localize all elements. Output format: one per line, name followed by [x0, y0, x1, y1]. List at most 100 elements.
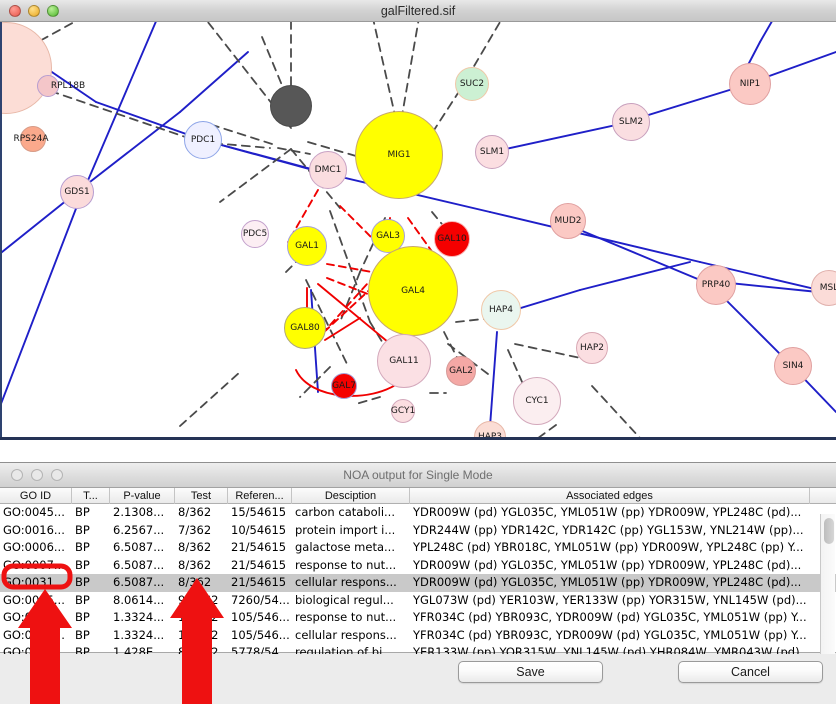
cell-type: BP: [75, 505, 90, 519]
graph-node-dmc1[interactable]: DMC1: [309, 151, 347, 189]
cell-description: galactose meta...: [295, 540, 395, 554]
cell-pvalue: 6.5087...: [113, 575, 165, 589]
cell-test: 11/362: [178, 610, 219, 624]
network-titlebar: galFiltered.sif: [0, 0, 836, 22]
graph-node-slm2[interactable]: SLM2: [612, 103, 650, 141]
cell-description: response to nut...: [295, 557, 397, 572]
cell-test: 11/362: [178, 627, 219, 642]
graph-node-mig1[interactable]: MIG1: [355, 111, 443, 199]
graph-node-cyc1[interactable]: CYC1: [513, 377, 561, 425]
graph-node-gal4[interactable]: GAL4: [368, 246, 458, 336]
cell-go_id: GO:0031...: [3, 627, 65, 642]
cell-reference: 21/54615: [231, 540, 287, 554]
graph-node-label: GAL4: [401, 286, 425, 296]
cell-reference: 7260/54...: [231, 592, 290, 607]
graph-node-label: GDS1: [64, 187, 90, 197]
table-row[interactable]: GO:0007... BP 6.5087... 8/362 21/54615 respon…: [0, 557, 836, 575]
cell-pvalue: 2.1308...: [113, 505, 165, 519]
cell-description: response to nut...: [295, 610, 397, 624]
cell-description: protein import i...: [295, 522, 396, 537]
cell-edges: YPL248C (pd) YBR018C, YML051W (pp) YDR00…: [413, 540, 804, 554]
graph-node-label: GAL11: [389, 356, 419, 366]
graph-node-gal11[interactable]: GAL11: [377, 334, 431, 388]
graph-node-label: GAL7: [332, 381, 356, 391]
column-header-pvalue[interactable]: P-value: [110, 488, 175, 504]
cell-pvalue: 1.3324...: [113, 627, 165, 642]
column-header-referen[interactable]: Referen...: [228, 488, 292, 504]
graph-node-label: GAL10: [437, 234, 467, 244]
graph-node-gcy1[interactable]: GCY1: [391, 399, 415, 423]
graph-node-gal10[interactable]: GAL10: [434, 221, 470, 257]
graph-node-label: SUC2: [459, 79, 485, 89]
table-row[interactable]: GO:0065... BP 8.0614... 94/362 7260/54... bio…: [0, 592, 836, 610]
close-button[interactable]: [9, 4, 21, 17]
graph-node-rps24a[interactable]: RPS24A: [14, 126, 49, 152]
graph-node-label: MIG1: [387, 150, 411, 160]
graph-node-gal80[interactable]: GAL80: [284, 307, 326, 349]
graph-node-slm1[interactable]: SLM1: [475, 135, 509, 169]
graph-node-pdc1[interactable]: PDC1: [184, 121, 222, 159]
cell-description: biological regul...: [295, 592, 394, 607]
results-table[interactable]: GO ID T... P-value Test Referen... Desciption…: [0, 488, 836, 677]
noa-close-button[interactable]: [11, 469, 23, 481]
column-header-goid[interactable]: GO ID: [0, 488, 72, 504]
graph-node-gds1[interactable]: GDS1: [60, 175, 94, 209]
cell-go_id: GO:0016...: [3, 522, 65, 537]
cell-type: BP: [75, 627, 90, 642]
graph-node-nip1[interactable]: NIP1: [729, 63, 771, 105]
graph-node-label: SIN4: [782, 361, 804, 371]
graph-node-label: CYC1: [525, 396, 549, 406]
graph-node-suc2[interactable]: SUC2: [455, 67, 489, 101]
graph-node-label: MSL: [819, 283, 836, 293]
noa-minimize-button[interactable]: [31, 469, 43, 481]
column-header-desciption[interactable]: Desciption: [292, 488, 410, 504]
table-vertical-scrollbar[interactable]: [820, 514, 835, 677]
cell-go_id: GO:0065...: [3, 592, 65, 607]
column-header-test[interactable]: Test: [175, 488, 228, 504]
scrollbar-thumb[interactable]: [824, 518, 834, 544]
table-row[interactable]: GO:0031... BP 1.3324... 11/362 105/546... cel…: [0, 627, 836, 645]
zoom-button[interactable]: [47, 4, 59, 17]
table-row[interactable]: GO:0031... BP 1.3324... 11/362 105/546... res…: [0, 609, 836, 627]
cell-pvalue: 6.2567...: [113, 522, 165, 537]
noa-window-title: NOA output for Single Mode: [343, 467, 493, 482]
table-row[interactable]: GO:0006... BP 6.5087... 8/362 21/54615 galact…: [0, 539, 836, 557]
cell-reference: 21/54615: [231, 557, 287, 572]
graph-node-hap4[interactable]: HAP4: [481, 290, 521, 330]
cell-go_id: GO:0006...: [3, 540, 65, 554]
graph-node-mud2[interactable]: MUD2: [550, 203, 586, 239]
column-header-t[interactable]: T...: [72, 488, 110, 504]
graph-node-label: HAP4: [488, 305, 514, 315]
graph-node-label: SLM1: [479, 147, 505, 157]
window-controls[interactable]: [9, 4, 59, 17]
cell-edges: YDR009W (pd) YGL035C, YML051W (pp) YDR00…: [413, 557, 802, 572]
table-row[interactable]: GO:0016... BP 6.2567... 7/362 10/54615 protei…: [0, 522, 836, 540]
cell-go_id: GO:0031...: [3, 575, 65, 589]
cancel-button[interactable]: Cancel: [678, 661, 823, 683]
graph-node-gal7[interactable]: GAL7: [331, 373, 357, 399]
cell-type: BP: [75, 522, 90, 537]
minimize-button[interactable]: [28, 4, 40, 17]
save-button[interactable]: Save: [458, 661, 603, 683]
graph-node-pdc5[interactable]: PDC5: [241, 220, 269, 248]
graph-node-hap2[interactable]: HAP2: [576, 332, 608, 364]
column-header-associatededges[interactable]: Associated edges: [410, 488, 810, 504]
graph-node-label: HAP2: [579, 343, 605, 353]
graph-canvas[interactable]: RPL18B RPS24A GDS1 PDC1 PDC5 DMC1 MIG1 SUC2 SLM1…: [0, 22, 836, 439]
graph-node-label: PRP40: [701, 280, 731, 290]
graph-node-unlabeled[interactable]: [270, 85, 312, 127]
noa-window-controls[interactable]: [11, 469, 63, 481]
table-body[interactable]: GO:0045... BP 2.1308... 8/362 15/54615 carbon…: [0, 504, 836, 662]
graph-node-rpl18b[interactable]: RPL18B: [37, 75, 85, 97]
table-row[interactable]: GO:0031... BP 6.5087... 8/362 21/54615 cellul…: [0, 574, 836, 592]
graph-node-gal1[interactable]: GAL1: [287, 226, 327, 266]
noa-zoom-button[interactable]: [51, 469, 63, 481]
graph-node-prp40[interactable]: PRP40: [696, 265, 736, 305]
cell-edges: YDR009W (pd) YGL035C, YML051W (pp) YDR00…: [413, 575, 802, 589]
graph-left-border: [0, 22, 2, 439]
table-row[interactable]: GO:0045... BP 2.1308... 8/362 15/54615 carbon…: [0, 504, 836, 522]
graph-node-gal2[interactable]: GAL2: [446, 356, 476, 386]
graph-bottom-border: [0, 437, 836, 440]
graph-node-label: SLM2: [618, 117, 644, 127]
graph-node-sin4[interactable]: SIN4: [774, 347, 812, 385]
